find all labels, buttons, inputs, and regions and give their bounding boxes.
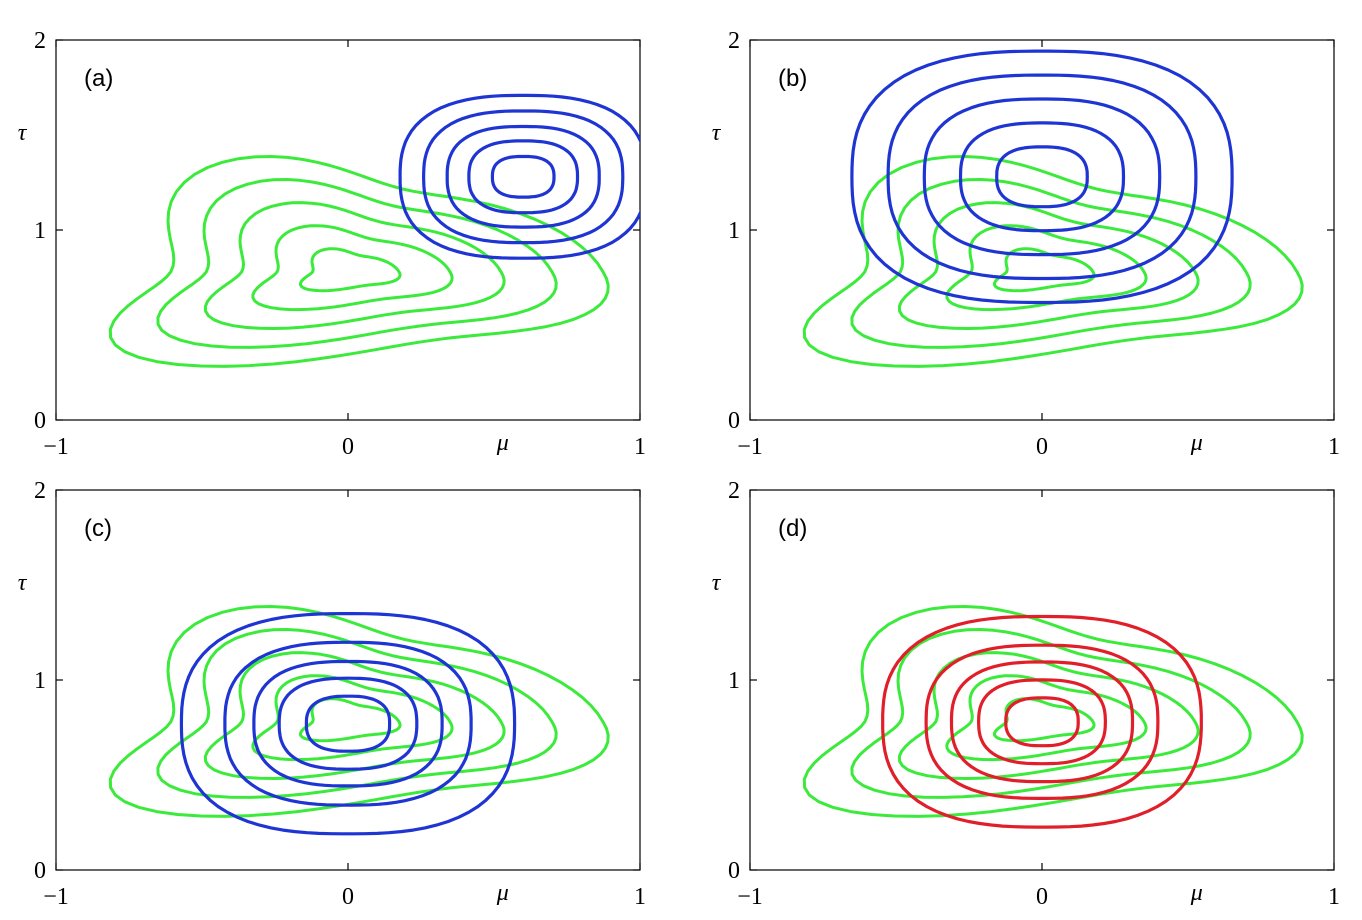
- green-contour-line: [299, 697, 402, 743]
- green-contour-line: [993, 247, 1096, 293]
- y-tick-label: 0: [728, 408, 740, 434]
- panel-label: (b): [778, 65, 807, 92]
- blue-contour-line: [445, 124, 601, 229]
- red-contour-line: [924, 643, 1160, 800]
- x-tick-label: 0: [342, 434, 354, 460]
- y-tick-label: 2: [728, 478, 740, 504]
- blue-contour-line: [886, 73, 1198, 281]
- x-tick-label: 0: [1036, 884, 1048, 910]
- blue-contour-line: [922, 97, 1162, 257]
- green-contour-line: [850, 178, 1252, 349]
- x-tick-label: 1: [1328, 884, 1340, 910]
- blue-contour-line: [398, 93, 640, 260]
- x-axis-label: μ: [496, 430, 509, 456]
- panel-label: (d): [778, 515, 807, 542]
- green-contour-line: [299, 247, 402, 293]
- x-axis-label: μ: [1190, 880, 1203, 906]
- green-contour-line: [108, 605, 610, 818]
- red-contour-line: [881, 614, 1203, 829]
- green-contour-line: [156, 628, 558, 799]
- blue-contour-line: [422, 109, 625, 245]
- red-contour-line: [949, 660, 1135, 784]
- green-contour-line: [251, 674, 454, 762]
- green-contour-line: [802, 605, 1304, 818]
- x-tick-label: −1: [43, 434, 69, 460]
- green-contour-line: [850, 628, 1252, 799]
- y-axis-label: τ: [712, 120, 722, 146]
- green-contour-line: [945, 674, 1148, 762]
- y-axis-label: τ: [18, 120, 28, 146]
- x-tick-label: 0: [1036, 434, 1048, 460]
- y-tick-label: 1: [34, 668, 46, 694]
- y-tick-label: 2: [728, 28, 740, 54]
- y-tick-label: 1: [728, 218, 740, 244]
- y-tick-label: 2: [34, 478, 46, 504]
- blue-contour-line: [850, 49, 1234, 305]
- x-tick-label: 1: [1328, 434, 1340, 460]
- blue-contour-line: [958, 121, 1126, 233]
- x-tick-label: −1: [43, 884, 69, 910]
- y-tick-label: 1: [728, 668, 740, 694]
- red-contour-line: [1004, 696, 1080, 748]
- y-axis-label: τ: [712, 570, 722, 596]
- y-tick-label: 1: [34, 218, 46, 244]
- blue-contour-line: [467, 139, 580, 215]
- green-contour-line: [203, 201, 506, 330]
- y-tick-label: 0: [34, 858, 46, 884]
- green-contour-line: [156, 178, 558, 349]
- y-tick-label: 0: [34, 408, 46, 434]
- x-tick-label: −1: [737, 434, 763, 460]
- blue-contour-line: [252, 659, 444, 788]
- red-contour-line: [977, 678, 1107, 766]
- y-tick-label: 2: [34, 28, 46, 54]
- x-tick-label: 1: [634, 884, 646, 910]
- x-tick-label: 0: [342, 884, 354, 910]
- x-axis-label: μ: [1190, 430, 1203, 456]
- x-tick-label: −1: [737, 884, 763, 910]
- y-tick-label: 0: [728, 858, 740, 884]
- blue-contour-line: [179, 612, 517, 836]
- x-tick-label: 1: [634, 434, 646, 460]
- blue-contour-line: [223, 640, 473, 807]
- green-contour-line: [802, 155, 1304, 368]
- green-contour-line: [203, 651, 506, 780]
- blue-contour-line: [304, 694, 392, 753]
- blue-contour-line: [277, 676, 419, 771]
- y-axis-label: τ: [18, 570, 28, 596]
- x-axis-label: μ: [496, 880, 509, 906]
- panel-label: (c): [84, 515, 112, 542]
- green-contour-line: [897, 651, 1200, 780]
- green-contour-line: [251, 224, 454, 312]
- blue-contour-line: [995, 145, 1089, 209]
- blue-contour-line: [490, 154, 556, 199]
- panel-label: (a): [84, 65, 113, 92]
